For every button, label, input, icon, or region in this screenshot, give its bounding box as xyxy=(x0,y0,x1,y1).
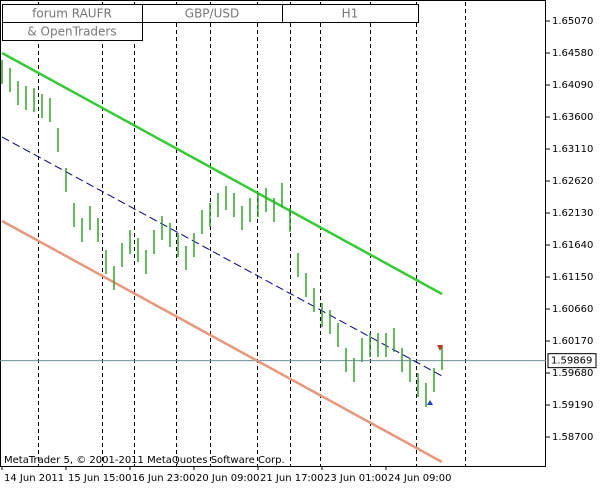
y-tick-label: 1.61150 xyxy=(552,272,593,283)
caption-box xyxy=(2,22,143,41)
caption-line: forum RAUFR xyxy=(32,7,112,21)
buy-arrow xyxy=(427,400,433,405)
y-tick-label: 1.59190 xyxy=(552,400,593,411)
x-tick-label: 23 Jun 01:00 xyxy=(324,473,388,484)
y-tick-label: 1.59680 xyxy=(552,368,593,379)
y-tick-label: 1.64580 xyxy=(552,48,593,59)
x-tick-label: 21 Jun 17:00 xyxy=(260,473,324,484)
price-label: 1.59869 xyxy=(551,356,592,367)
y-tick-label: 1.62620 xyxy=(552,176,593,187)
x-tick-label: 20 Jun 09:00 xyxy=(196,473,260,484)
y-tick-label: 1.61640 xyxy=(552,240,593,251)
sell-arrow xyxy=(437,345,443,351)
y-tick-label: 1.64090 xyxy=(552,80,593,91)
x-tick-label: 16 Jun 23:00 xyxy=(132,473,196,484)
x-tick-label: 14 Jun 2011 xyxy=(4,473,64,484)
y-tick-label: 1.63110 xyxy=(552,144,593,155)
symbol: GBP/USD xyxy=(185,7,239,21)
x-tick-label: 15 Jun 15:00 xyxy=(68,473,132,484)
y-tick-label: 1.62130 xyxy=(552,208,593,219)
footer: MetaTrader 5, © 2001-2011 MetaQuotes Sof… xyxy=(4,455,285,466)
y-tick-label: 1.65070 xyxy=(552,16,593,27)
plot-frame xyxy=(0,0,546,467)
header-boxes: forum RAUFR & OpenTraders GBP/USD H1 xyxy=(2,4,419,41)
timeframe-box xyxy=(282,4,419,23)
y-tick-label: 1.60170 xyxy=(552,336,593,347)
y-tick-label: 1.60660 xyxy=(552,304,593,315)
caption-line: & OpenTraders xyxy=(27,25,116,39)
y-tick-label: 1.63600 xyxy=(552,112,593,123)
session-separators xyxy=(38,2,466,466)
price-label-box xyxy=(547,353,597,369)
timeframe: H1 xyxy=(342,7,359,21)
x-tick-label: 24 Jun 09:00 xyxy=(388,473,452,484)
y-tick-label: 1.58700 xyxy=(552,432,593,443)
channel-line xyxy=(1,219,443,464)
channel-line xyxy=(1,51,443,296)
